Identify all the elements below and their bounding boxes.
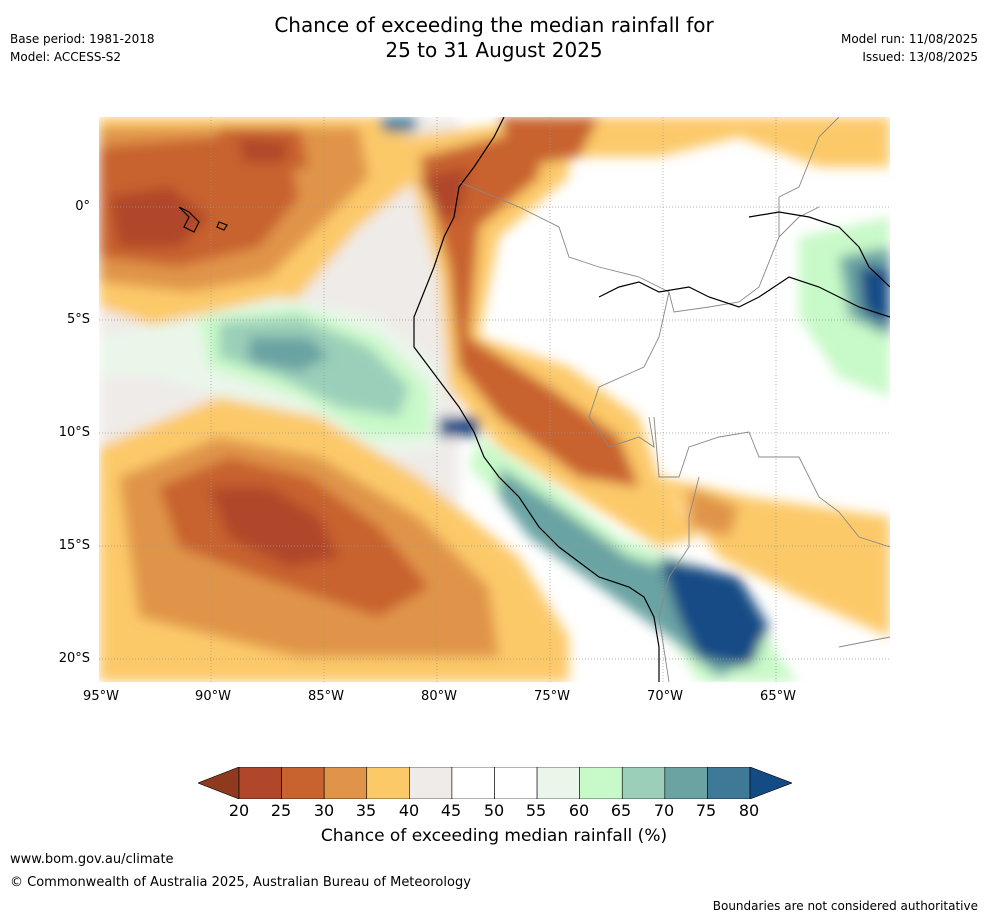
colorbar-cell-40 [366, 766, 410, 800]
model-text: Model: ACCESS-S2 [10, 50, 122, 64]
title-line-2: 25 to 31 August 2025 [385, 38, 603, 62]
field-30-north-land [499, 117, 599, 167]
colorbar-cell-70 [621, 766, 666, 800]
colorbar-tick-75: 75 [695, 801, 717, 820]
lon-label-70w: 70°W [647, 689, 683, 704]
colorbar-cell-75 [664, 766, 708, 800]
colorbar-cell-60 [536, 766, 580, 800]
colorbar-cells [238, 766, 751, 800]
field-85-ne [859, 267, 890, 327]
colorbar-label: Chance of exceeding median rainfall (%) [320, 826, 668, 846]
lat-label-5s: 5°S [66, 312, 90, 327]
meta-left: Base period: 1981-2018 Model: ACCESS-S2 [10, 30, 155, 66]
map-canvas [99, 117, 890, 682]
copyright-text: © Commonwealth of Australia 2025, Austra… [10, 875, 471, 890]
meta-right: Model run: 11/08/2025 Issued: 13/08/2025 [841, 30, 978, 66]
field-25-nw [109, 187, 209, 247]
colorbar-cell-45 [409, 766, 453, 800]
colorbar-tick-70: 70 [653, 801, 675, 820]
colorbar-tick-65: 65 [610, 801, 632, 820]
colorbar-cell-80 [707, 766, 751, 800]
coastline [178, 117, 890, 682]
colorbar-cell-25 [238, 766, 282, 800]
graticule [99, 117, 890, 682]
rainfall-fields [99, 117, 890, 682]
bom-url-text: www.bom.gov.au/climate [10, 852, 174, 867]
country-boundaries [458, 117, 890, 682]
lon-label-75w: 75°W [534, 689, 570, 704]
field-85-coastal [659, 557, 769, 667]
colorbar-tick-20: 20 [228, 801, 250, 820]
lat-label-15s: 15°S [58, 538, 90, 553]
colorbar-tick-35: 35 [355, 801, 377, 820]
lat-label-0: 0° [75, 199, 90, 214]
colorbar-tick-25: 25 [270, 801, 292, 820]
issued-text: Issued: 13/08/2025 [862, 50, 978, 64]
colorbar-cell-30 [281, 766, 325, 800]
lon-label-80w: 80°W [421, 689, 457, 704]
field-25-sw [209, 487, 339, 567]
field-85-coastal-2 [439, 417, 479, 437]
colorbar-cell-50 [451, 766, 495, 800]
colorbar-tick-50: 50 [483, 801, 505, 820]
field-30-coast [419, 127, 639, 487]
lat-label-10s: 10°S [58, 425, 90, 440]
lon-label-95w: 95°W [83, 689, 119, 704]
colorbar-cell-65 [579, 766, 623, 800]
colorbar-arrow-high [749, 766, 793, 800]
title-line-1: Chance of exceeding the median rainfall … [274, 13, 714, 37]
field-40-north-land [569, 117, 890, 167]
lon-label-65w: 65°W [760, 689, 796, 704]
colorbar-cell-35 [323, 766, 368, 800]
colorbar-tick-60: 60 [568, 801, 590, 820]
colorbar-svg [197, 766, 793, 800]
colorbar-tick-55: 55 [525, 801, 547, 820]
colorbar-tick-40: 40 [398, 801, 420, 820]
lat-label-20s: 20°S [58, 651, 90, 666]
colorbar-tick-30: 30 [313, 801, 335, 820]
field-75-offshore [249, 337, 329, 372]
map-title: Chance of exceeding the median rainfall … [0, 13, 988, 63]
colorbar-tick-80: 80 [738, 801, 760, 820]
field-25-nw2 [239, 137, 289, 162]
colorbar [197, 766, 793, 800]
base-period-text: Base period: 1981-2018 [10, 32, 155, 46]
model-run-text: Model run: 11/08/2025 [840, 32, 978, 46]
rainfall-map [99, 117, 890, 682]
colorbar-cell-55 [494, 766, 538, 800]
colorbar-tick-45: 45 [440, 801, 462, 820]
colorbar-arrow-low [197, 766, 240, 800]
lon-label-90w: 90°W [195, 689, 231, 704]
disclaimer-text: Boundaries are not considered authoritat… [712, 899, 978, 913]
field-35-se [689, 487, 739, 537]
field-80-north [379, 117, 419, 132]
lon-label-85w: 85°W [308, 689, 344, 704]
